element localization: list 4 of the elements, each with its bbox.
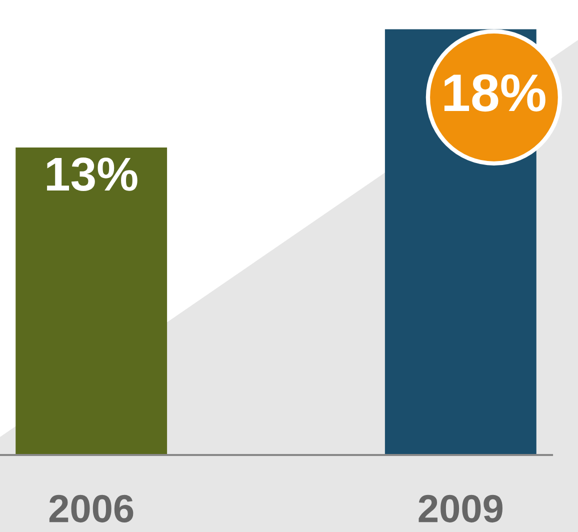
data-label: 18% xyxy=(444,74,546,112)
x-tick-label: 2006 xyxy=(49,494,134,522)
x-tick-label: 2009 xyxy=(418,494,502,522)
data-label: 13% xyxy=(47,158,138,192)
